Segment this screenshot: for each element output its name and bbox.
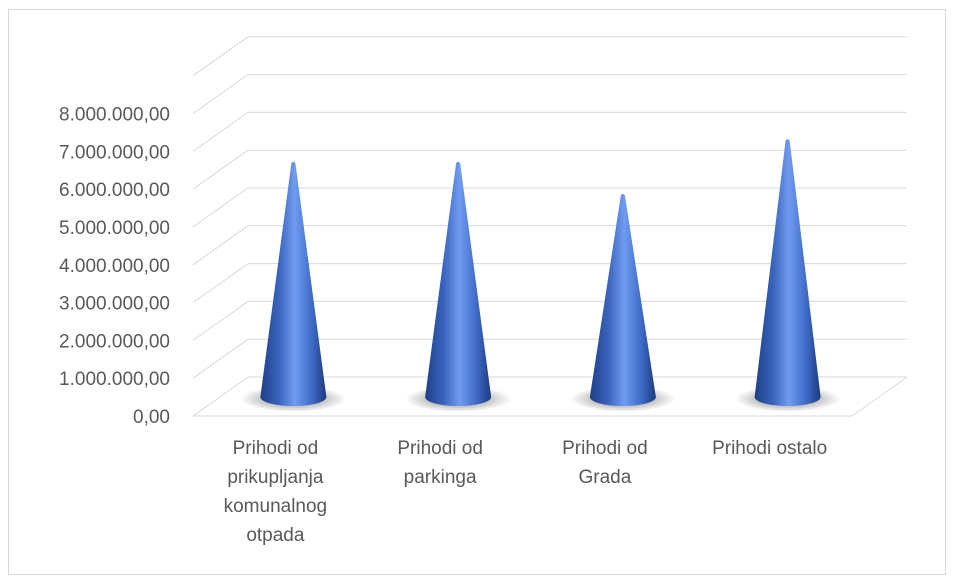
gridline-depth [192,36,249,77]
gridline-depth [192,111,249,152]
x-category-label: Prihodi ostalo [712,438,827,459]
y-tick-label: 1.000.000,00 [59,369,170,390]
gridline-depth [192,338,249,379]
x-category-label: Prihodi od Grada [562,438,648,488]
gridline-depth [192,300,249,341]
floor-right-edge [851,376,908,417]
cone-bar [569,193,676,412]
y-tick-label: 7.000.000,00 [59,142,170,163]
cones [240,139,841,412]
y-tick-label: 6.000.000,00 [59,180,170,201]
cone-bar [734,139,841,412]
x-axis-category-labels: Prihodi od prikupljanja komunalnog otpada Pr… [224,438,828,546]
gridline-depth [192,225,249,266]
cone-body [425,161,492,406]
y-tick-label: 0,00 [133,407,170,428]
y-tick-label: 8.000.000,00 [59,105,170,126]
gridline-depth [192,74,249,115]
y-tick-label: 5.000.000,00 [59,218,170,239]
x-category-label: Prihodi od prikupljanja komunalnog otpada [224,438,328,546]
gridline-depth [192,263,249,304]
y-axis-tick-labels: 0,00 1.000.000,00 2.000.000,00 3.000.000,00… [59,105,170,428]
cone-body [589,193,656,406]
gridline-depth [192,187,249,228]
x-category-label: Prihodi od parkinga [397,438,483,488]
gridline-depth [192,149,249,190]
cone-body [754,139,821,407]
cone-bar [240,161,347,412]
cone-bar [405,161,512,412]
y-tick-label: 4.000.000,00 [59,256,170,277]
y-tick-label: 2.000.000,00 [59,331,170,352]
y-tick-label: 3.000.000,00 [59,294,170,315]
gridline-depth [192,376,249,417]
cone-body [260,161,327,406]
